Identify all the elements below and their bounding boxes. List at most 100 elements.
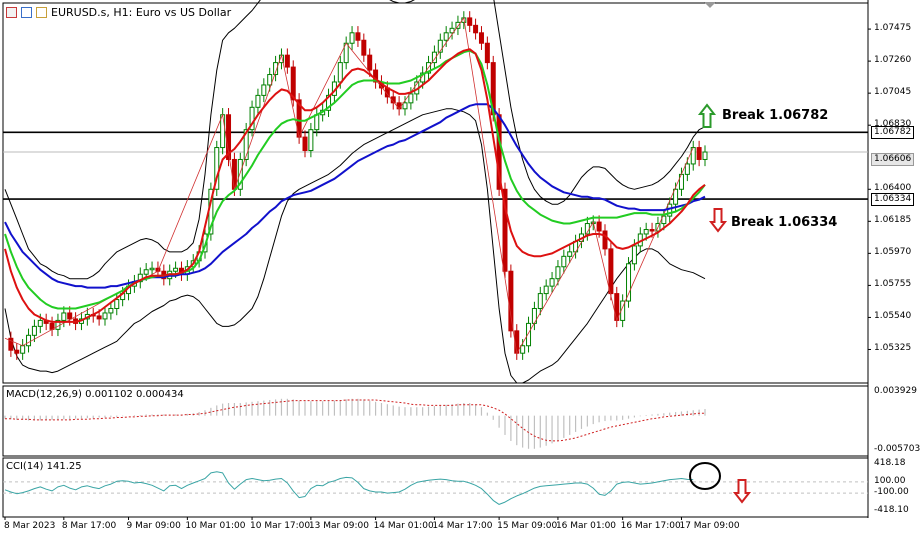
candle-body bbox=[243, 129, 249, 160]
chart-settings-icon[interactable] bbox=[36, 7, 47, 18]
time-tick-label: 14 Mar 17:00 bbox=[432, 521, 493, 531]
candle-body bbox=[102, 312, 108, 320]
cci-scale-label: 418.18 bbox=[874, 458, 906, 468]
candle-body bbox=[8, 337, 14, 351]
candle-body bbox=[696, 147, 702, 160]
candle-body bbox=[449, 27, 455, 34]
candle-body bbox=[26, 334, 32, 347]
candle-body bbox=[355, 32, 361, 41]
candle-body bbox=[455, 21, 461, 29]
candle-body bbox=[14, 349, 20, 354]
candle-body bbox=[467, 17, 473, 26]
macd-signal-line bbox=[5, 399, 705, 442]
time-tick-label: 14 Mar 01:00 bbox=[373, 521, 434, 531]
candle-body bbox=[508, 270, 514, 332]
chart-shift-marker-icon bbox=[704, 2, 716, 8]
candle-body bbox=[114, 299, 120, 309]
cci-scale-label: 100.00 bbox=[874, 475, 906, 486]
macd-scale-label: -0.005703 bbox=[874, 444, 921, 454]
candle-body bbox=[437, 39, 443, 53]
candle-body bbox=[420, 72, 426, 83]
candle-body bbox=[108, 307, 114, 314]
candle-body bbox=[367, 54, 373, 71]
candle-body bbox=[626, 263, 632, 302]
price-tick-label: 1.05540 bbox=[874, 311, 912, 322]
candle-body bbox=[173, 267, 179, 272]
candle-body bbox=[555, 266, 561, 280]
break-up-label: Break 1.06782 bbox=[722, 108, 829, 123]
candle-body bbox=[443, 32, 449, 41]
candle-body bbox=[261, 84, 267, 96]
candle-body bbox=[96, 315, 102, 320]
time-tick-label: 16 Mar 01:00 bbox=[555, 521, 617, 531]
price-tick-label: 1.06185 bbox=[874, 215, 912, 226]
ma-red-line bbox=[4, 48, 706, 323]
candle-body bbox=[302, 136, 308, 152]
price-tick-label: 1.05755 bbox=[874, 279, 912, 290]
candle-body bbox=[31, 325, 37, 336]
candle-body bbox=[526, 322, 532, 347]
price-tick-label: 1.07475 bbox=[874, 23, 912, 34]
candle-body bbox=[349, 32, 355, 44]
break-up-arrow-icon bbox=[697, 103, 717, 128]
time-tick-label: 10 Mar 01:00 bbox=[185, 521, 246, 531]
time-tick-label: 17 Mar 09:00 bbox=[679, 521, 740, 531]
price-tick-label: 1.07260 bbox=[874, 55, 912, 66]
chart-menu-icon[interactable] bbox=[6, 7, 17, 18]
price-tick-label: 1.07045 bbox=[874, 87, 912, 98]
candle-body bbox=[37, 319, 43, 327]
cci-label: CCI(14) 141.25 bbox=[6, 461, 82, 472]
price-tick-label: 1.05970 bbox=[874, 247, 912, 258]
candle-body bbox=[643, 229, 649, 235]
candle-body bbox=[596, 221, 602, 232]
candle-body bbox=[396, 102, 402, 110]
cci-line bbox=[4, 471, 694, 505]
candle-body bbox=[702, 151, 708, 160]
candle-body bbox=[361, 39, 367, 56]
cci-down-arrow-icon bbox=[732, 479, 752, 504]
price-tick-label: 1.06400 bbox=[874, 183, 912, 194]
time-tick-label: 13 Mar 09:00 bbox=[308, 521, 369, 531]
macd-scale-label: 0.003929 bbox=[874, 386, 917, 396]
candle-body bbox=[684, 163, 690, 175]
candle-body bbox=[390, 96, 396, 104]
chart-window-icon[interactable] bbox=[21, 7, 32, 18]
candle-body bbox=[314, 114, 320, 131]
price-tick-label: 1.05325 bbox=[874, 343, 912, 354]
price-tag-label: 1.06606 bbox=[871, 152, 915, 166]
candle-body bbox=[537, 293, 543, 309]
candle-body bbox=[608, 248, 614, 295]
candle-body bbox=[473, 24, 479, 34]
candle-body bbox=[67, 312, 73, 320]
chart-header: EURUSD.s, H1: Euro vs US Dollar bbox=[6, 6, 231, 19]
cci-highlight-circle bbox=[689, 462, 721, 490]
break-down-label: Break 1.06334 bbox=[731, 215, 838, 230]
candle-body bbox=[337, 62, 343, 83]
candle-body bbox=[567, 251, 573, 257]
macd-label: MACD(12,26,9) 0.001102 0.000434 bbox=[6, 389, 184, 400]
candle-body bbox=[602, 230, 608, 250]
time-tick-label: 16 Mar 17:00 bbox=[620, 521, 681, 531]
price-tag-label: 1.06782 bbox=[871, 126, 915, 140]
break-down-arrow-icon bbox=[708, 208, 728, 233]
candle-body bbox=[478, 32, 484, 44]
candle-body bbox=[137, 273, 143, 283]
ma-blue-line bbox=[4, 103, 706, 289]
candle-body bbox=[561, 255, 567, 268]
time-tick-label: 9 Mar 09:00 bbox=[126, 521, 181, 531]
candle-body bbox=[402, 102, 408, 110]
candle-body bbox=[673, 188, 679, 205]
symbol-label: EURUSD.s, H1: Euro vs US Dollar bbox=[51, 6, 232, 19]
time-tick-label: 15 Mar 09:00 bbox=[497, 521, 558, 531]
candle-body bbox=[149, 267, 155, 271]
candle-body bbox=[326, 94, 332, 111]
price-tick-label: 1.06830 bbox=[874, 119, 912, 130]
candle-body bbox=[484, 42, 490, 64]
candle-body bbox=[284, 54, 290, 68]
candle-body bbox=[255, 94, 261, 108]
candle-body bbox=[143, 269, 149, 275]
candle-body bbox=[649, 229, 655, 232]
candle-body bbox=[520, 345, 526, 354]
